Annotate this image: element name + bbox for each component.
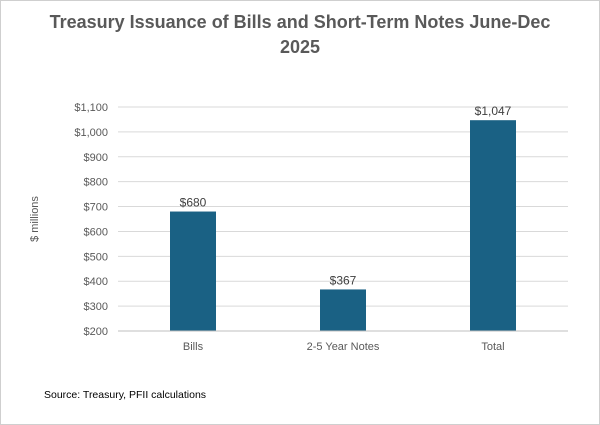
y-tick-label: $800: [84, 177, 108, 189]
y-tick-label: $900: [84, 152, 108, 164]
y-tick-label: $1,100: [74, 102, 108, 114]
y-tick-label: $400: [84, 276, 108, 288]
bar-bills: [170, 211, 216, 331]
y-tick-label: $600: [84, 226, 108, 238]
x-tick-label: Bills: [183, 341, 204, 353]
x-tick-label: Total: [481, 341, 504, 353]
chart-title: Treasury Issuance of Bills and Short-Ter…: [49, 12, 551, 57]
y-tick-label: $700: [84, 202, 108, 214]
bar-2-5-year-notes: [320, 289, 366, 331]
bar-total: [470, 120, 516, 332]
data-label: $367: [330, 273, 357, 287]
y-tick-label: $500: [84, 251, 108, 263]
data-label: $680: [180, 196, 207, 210]
y-tick-label: $200: [84, 326, 108, 338]
y-tick-label: $300: [84, 301, 108, 313]
y-tick-label: $1,000: [74, 127, 108, 139]
data-label: $1,047: [475, 104, 512, 118]
x-tick-label: 2-5 Year Notes: [307, 341, 380, 353]
y-axis-label: $ millions: [29, 196, 41, 242]
source-note: Source: Treasury, PFII calculations: [44, 389, 207, 401]
